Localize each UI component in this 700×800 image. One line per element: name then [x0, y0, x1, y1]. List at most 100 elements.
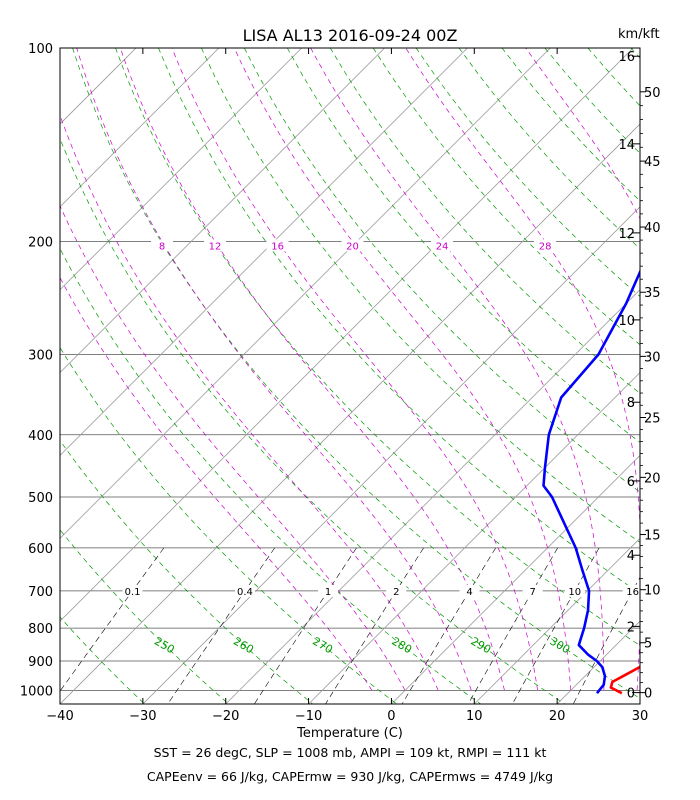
mixing-ratio-label: 0.1: [125, 587, 141, 598]
dry-adiabat-line: [244, 48, 640, 493]
moist-adiabat-label-bg: [431, 239, 454, 252]
moist-adiabat-label-bg: [151, 239, 174, 252]
moist-adiabat-line: [671, 48, 700, 690]
mixing-ratio-label-bg: [122, 584, 143, 597]
km-tick-label: 4: [627, 549, 635, 564]
pressure-tick-label: 800: [28, 622, 53, 637]
mixing-ratio-line: [254, 547, 357, 704]
x-tick-label: −40: [46, 709, 73, 724]
moist-adiabat-line: [525, 48, 640, 220]
mixing-ratio-line: [60, 547, 165, 692]
moist-adiabat-line: [233, 48, 572, 691]
mixing-ratio-label-bg: [318, 584, 339, 597]
isotherm-line: [308, 372, 640, 704]
kft-tick-label: 40: [644, 221, 661, 236]
dry-adiabat-line: [415, 48, 640, 297]
mixing-ratio-label-bg: [564, 584, 585, 597]
pressure-tick-label: 400: [28, 429, 53, 444]
moist-adiabat-line: [60, 205, 406, 691]
x-axis-label: Temperature (C): [296, 726, 403, 741]
km-tick-label: 14: [618, 138, 635, 153]
mixing-ratio-line: [467, 547, 558, 704]
pressure-tick-label: 200: [28, 235, 53, 250]
dry-adiabat-label: 260: [231, 635, 256, 657]
mixing-ratio-label-bg: [622, 584, 643, 597]
isotherm-line: [60, 48, 302, 291]
mixing-ratio-line: [167, 547, 275, 704]
mixing-ratio-label-bg: [234, 584, 255, 597]
kft-tick-label: 45: [644, 155, 661, 170]
moist-adiabat-label: 12: [209, 241, 222, 252]
kft-tick-label: 15: [644, 529, 661, 544]
moist-adiabat-label-bg: [534, 239, 557, 252]
moist-adiabat-label: 16: [271, 241, 284, 252]
dry-adiabat-label: 280: [389, 635, 414, 657]
moist-adiabat-label-bg: [266, 239, 289, 252]
x-tick-label: 20: [549, 709, 566, 724]
chart-title: LISA AL13 2016-09-24 00Z: [242, 26, 458, 45]
kft-tick-label: 0: [644, 687, 652, 702]
mixing-ratio-label-bg: [386, 584, 407, 597]
x-tick-label: −10: [295, 709, 322, 724]
moist-adiabat-label: 8: [159, 241, 165, 252]
isotherm-line: [60, 48, 137, 125]
km-tick-label: 0: [627, 687, 635, 702]
mixing-ratio-label: 2: [393, 587, 399, 598]
pressure-tick-label: 900: [28, 655, 53, 670]
isotherm-line: [0, 48, 53, 704]
pressure-tick-label: 500: [28, 491, 53, 506]
x-tick-label: 10: [466, 709, 483, 724]
kft-tick-label: 30: [644, 350, 661, 365]
km-tick-label: 16: [618, 50, 635, 65]
pressure-tick-label: 700: [28, 585, 53, 600]
isotherm-line: [60, 48, 385, 374]
x-tick-label: −20: [212, 709, 239, 724]
dry-adiabat-label: 300: [548, 635, 573, 657]
kft-tick-label: 20: [644, 471, 661, 486]
kft-tick-label: 5: [644, 637, 652, 652]
mixing-ratio-label: 7: [529, 587, 535, 598]
kft-tick-label: 25: [644, 411, 661, 426]
moist-adiabat-line: [171, 48, 538, 691]
mixing-ratio-label: 4: [466, 587, 472, 598]
footer-line-2: CAPEenv = 66 J/kg, CAPErmw = 930 J/kg, C…: [146, 769, 554, 784]
pressure-tick-label: 100: [28, 42, 53, 57]
footer-line-1: SST = 26 degC, SLP = 1008 mb, AMPI = 109…: [153, 745, 547, 760]
dry-adiabat-line: [286, 48, 640, 443]
moist-adiabat-line: [60, 276, 373, 691]
moist-adiabat-label: 28: [539, 241, 552, 252]
kft-tick-label: 35: [644, 286, 661, 301]
km-tick-label: 8: [627, 396, 635, 411]
isotherm-line: [60, 48, 468, 456]
mixing-ratio-label: 0.4: [237, 587, 253, 598]
isotherm-line: [142, 206, 640, 704]
pressure-tick-label: 600: [28, 542, 53, 557]
mixing-ratio-label: 16: [626, 587, 639, 598]
moist-adiabat-label: 24: [436, 241, 449, 252]
dry-adiabat-line: [158, 48, 640, 594]
pressure-tick-label: 1000: [20, 684, 53, 699]
kft-tick-label: 10: [644, 584, 661, 599]
isotherm-line: [391, 454, 640, 704]
dry-adiabat-line: [60, 137, 565, 704]
moist-adiabat-label-bg: [341, 239, 364, 252]
x-tick-label: −30: [129, 709, 156, 724]
dry-adiabat-line: [674, 48, 700, 704]
x-tick-label: 0: [387, 709, 395, 724]
mixing-ratio-label: 10: [568, 587, 581, 598]
dry-adiabat-label: 270: [310, 635, 335, 657]
isotherm-line: [60, 48, 634, 622]
moist-adiabat-label: 20: [346, 241, 359, 252]
mixing-ratio-label-bg: [459, 584, 480, 597]
dry-adiabat-line: [587, 48, 640, 107]
dry-adiabat-line: [60, 616, 145, 704]
dry-adiabat-line: [60, 439, 313, 704]
mixing-ratio-label: 1: [325, 587, 331, 598]
mixing-ratio-line: [512, 547, 600, 704]
dewpoint-profile-line: [542, 268, 640, 694]
dry-adiabat-line: [115, 48, 640, 646]
isotherm-line: [60, 48, 220, 208]
mixing-ratio-line: [325, 547, 424, 704]
moist-adiabat-label-bg: [203, 239, 226, 252]
